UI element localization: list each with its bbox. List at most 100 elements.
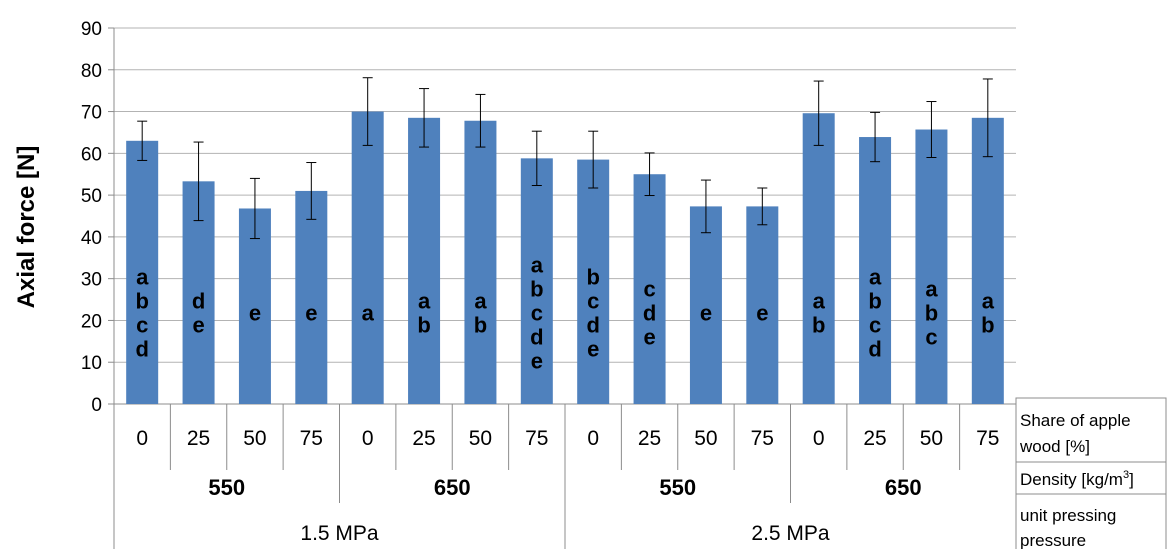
significance-letter: e bbox=[531, 348, 543, 373]
significance-letter: b bbox=[530, 276, 543, 301]
category-label: 75 bbox=[300, 427, 323, 450]
category-label: 25 bbox=[638, 427, 661, 450]
significance-letter: c bbox=[869, 312, 881, 337]
significance-letter: e bbox=[249, 300, 261, 325]
bar bbox=[520, 158, 553, 404]
error-bars bbox=[137, 77, 993, 240]
legend-density: Density [kg/m3] bbox=[1020, 469, 1134, 489]
category-label: 75 bbox=[976, 427, 999, 450]
significance-letter: e bbox=[643, 324, 655, 349]
density-label: 550 bbox=[208, 475, 245, 500]
legend-share-line1: Share of apple bbox=[1020, 411, 1131, 430]
category-label: 75 bbox=[751, 427, 774, 450]
significance-letter: b bbox=[586, 264, 599, 289]
significance-letter: a bbox=[418, 288, 431, 313]
significance-letter: d bbox=[643, 300, 656, 325]
significance-letter: a bbox=[531, 252, 544, 277]
category-table: 0 25 50 75 0 25 50 75 0 25 50 75 0 25 50 75 550 650 550 650… bbox=[113, 404, 1017, 549]
bar bbox=[238, 208, 271, 404]
bar bbox=[464, 120, 497, 404]
category-label: 0 bbox=[136, 427, 148, 450]
category-label: 25 bbox=[412, 427, 435, 450]
y-tick-label: 50 bbox=[81, 186, 102, 207]
significance-letter: b bbox=[925, 300, 938, 325]
density-label: 550 bbox=[659, 475, 696, 500]
bar bbox=[802, 113, 835, 404]
bar bbox=[351, 111, 384, 405]
y-tick-label: 10 bbox=[81, 353, 102, 374]
significance-letter: a bbox=[982, 288, 995, 313]
y-tick-label: 80 bbox=[81, 61, 102, 82]
significance-letter: e bbox=[700, 300, 712, 325]
y-tick-label: 0 bbox=[91, 395, 102, 416]
bar bbox=[126, 140, 159, 405]
legend-pressure-line1: unit pressing bbox=[1020, 506, 1116, 525]
bar bbox=[633, 174, 666, 404]
bar bbox=[689, 206, 722, 404]
category-label: 50 bbox=[243, 427, 266, 450]
bar bbox=[577, 159, 610, 404]
significance-letter: d bbox=[530, 324, 543, 349]
significance-letter: e bbox=[192, 312, 204, 337]
y-tick-label: 20 bbox=[81, 311, 102, 332]
significance-letter: b bbox=[474, 312, 487, 337]
category-label: 50 bbox=[694, 427, 717, 450]
y-tick-label: 60 bbox=[81, 144, 102, 165]
bar bbox=[295, 190, 328, 404]
density-label: 650 bbox=[885, 475, 922, 500]
category-label: 0 bbox=[587, 427, 599, 450]
significance-letter: a bbox=[925, 276, 938, 301]
significance-letter: a bbox=[869, 264, 882, 289]
legend-density-superscript: 3 bbox=[1123, 469, 1129, 481]
legend-density-close: ] bbox=[1129, 470, 1134, 489]
bar bbox=[859, 137, 892, 405]
category-label: 50 bbox=[469, 427, 492, 450]
bars bbox=[126, 111, 1004, 405]
significance-letter: e bbox=[305, 300, 317, 325]
significance-letter: d bbox=[868, 336, 881, 361]
significance-letter: b bbox=[868, 288, 881, 313]
y-tick-label: 70 bbox=[81, 103, 102, 124]
significance-letter: c bbox=[587, 288, 599, 313]
category-label: 25 bbox=[187, 427, 210, 450]
significance-letter: a bbox=[813, 288, 826, 313]
category-label: 0 bbox=[362, 427, 374, 450]
significance-letter: c bbox=[531, 300, 543, 325]
significance-letter: d bbox=[586, 312, 599, 337]
significance-letter: b bbox=[135, 288, 148, 313]
bar bbox=[746, 206, 779, 404]
significance-letter: b bbox=[417, 312, 430, 337]
significance-letter: c bbox=[136, 312, 148, 337]
density-label: 650 bbox=[434, 475, 471, 500]
significance-letter: d bbox=[192, 288, 205, 313]
category-label: 0 bbox=[813, 427, 825, 450]
category-label: 25 bbox=[863, 427, 886, 450]
significance-letter: b bbox=[981, 312, 994, 337]
y-axis-label: Axial force [N] bbox=[13, 146, 40, 309]
y-tick-labels: 0 10 20 30 40 50 60 70 80 90 bbox=[81, 19, 102, 416]
significance-letter: a bbox=[136, 264, 149, 289]
pressure-label: 2.5 MPa bbox=[751, 522, 830, 545]
bar bbox=[971, 117, 1004, 405]
legend-border bbox=[1015, 397, 1167, 549]
category-label: 50 bbox=[920, 427, 943, 450]
pressure-label: 1.5 MPa bbox=[300, 522, 379, 545]
legend-share-line2: wood [%] bbox=[1019, 437, 1090, 456]
significance-letter: a bbox=[474, 288, 487, 313]
significance-letter: c bbox=[643, 276, 655, 301]
bar bbox=[915, 129, 948, 404]
y-tick-label: 90 bbox=[81, 19, 102, 40]
legend-density-main: Density [kg/m bbox=[1020, 470, 1123, 489]
significance-letter: c bbox=[925, 324, 937, 349]
bar bbox=[408, 117, 441, 405]
significance-letter: e bbox=[756, 300, 768, 325]
y-tick-label: 30 bbox=[81, 270, 102, 291]
y-tick-label: 40 bbox=[81, 228, 102, 249]
significance-letter: e bbox=[587, 336, 599, 361]
significance-letter: a bbox=[362, 300, 375, 325]
legend-pressure-line2: pressure bbox=[1020, 531, 1086, 549]
significance-letter: d bbox=[135, 336, 148, 361]
category-label: 75 bbox=[525, 427, 548, 450]
